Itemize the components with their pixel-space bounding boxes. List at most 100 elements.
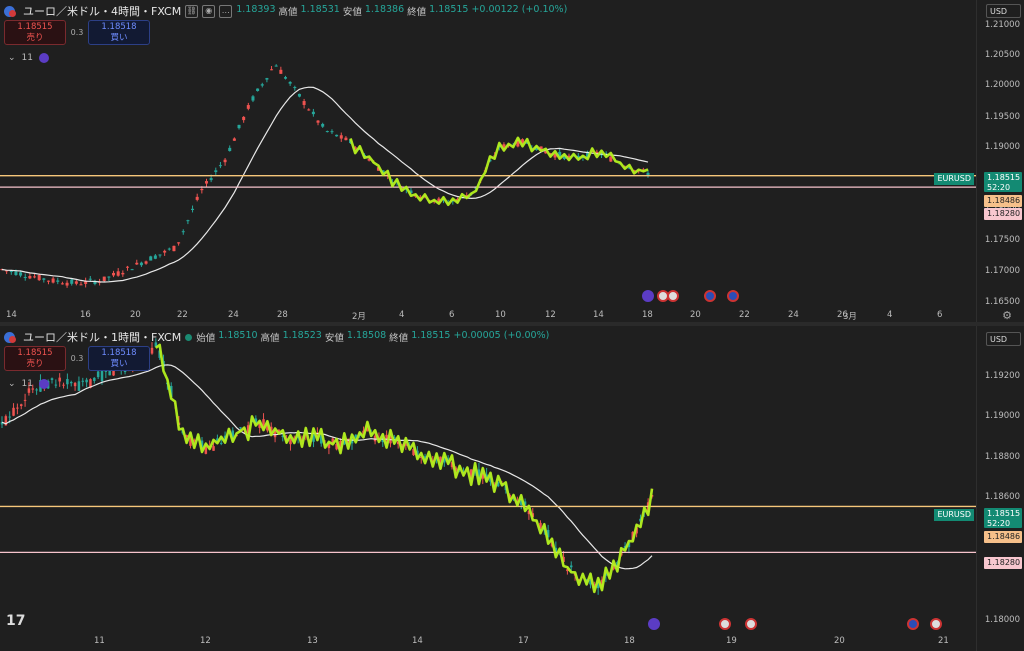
candle-body [273,430,277,438]
candle-body [412,449,415,456]
symbol-title[interactable]: ユーロ／米ドル・1時間・FXCM [23,331,182,344]
candle-body [0,422,4,425]
currency-select[interactable]: USD [986,332,1021,346]
candle-body [335,134,339,137]
level-tag-orange: 1.18486 [984,195,1022,207]
candle-body [354,434,358,441]
bar-countdown: 52:20 [987,183,1011,192]
chevron-down-icon[interactable]: ⌄ [8,379,16,389]
candle-body [65,282,69,286]
indicator-legend[interactable]: ⌄ 11 [8,379,49,389]
currency-select[interactable]: USD [986,4,1021,18]
candle-body [516,500,519,502]
time-tick-label: 19 [726,636,737,646]
price-axis[interactable]: USD [976,0,1024,322]
price-tick-label: 1.18000 [984,615,1020,625]
chart-pane-1h[interactable]: ユーロ／米ドル・1時間・FXCM 始値 1.18510 高値 1.18523 安… [0,326,1024,651]
candle-body [149,256,153,261]
candle-body [33,276,37,278]
candle-body [527,510,531,515]
candle-body [335,443,338,450]
candle-body [46,280,50,282]
more-icon[interactable]: … [219,4,233,18]
bar-countdown: 52:20 [987,519,1011,528]
candle-body [209,178,213,181]
eu-flag-event-icon[interactable] [704,290,716,302]
eye-icon[interactable]: ◉ [202,4,216,18]
pane-divider[interactable] [0,322,1024,326]
candle-body [376,167,380,171]
candle-body [519,499,523,505]
candle-body [586,151,590,158]
candle-body [23,399,27,401]
gear-icon[interactable]: ⚙ [1002,309,1012,322]
price-axis[interactable]: USD [976,326,1024,651]
candle-body [567,155,571,158]
candle-body [373,435,377,442]
candle-body [77,381,81,391]
indicator-count: 11 [21,53,33,63]
candle-body [223,159,227,163]
candle-body [569,565,573,568]
tradingview-logo[interactable]: 17 [6,613,26,629]
time-tick-label: 6 [449,310,455,320]
candle-body [627,167,631,169]
time-tick-label: 4 [887,310,893,320]
indicator-icon[interactable] [39,53,49,63]
chart-plot-4h[interactable] [0,0,977,322]
buy-button[interactable]: 1.18518 買い [88,346,150,371]
chart-pane-4h[interactable]: ユーロ／米ドル・4時間・FXCM ⛓ ◉ … 1.18393 高値 1.1853… [0,0,1024,322]
high-value: 1.18523 [282,330,322,341]
eu-flag-event-icon[interactable] [907,618,919,630]
buy-label: 買い [110,359,128,369]
candle-body [339,441,342,451]
level-tag-pink: 1.18280 [984,208,1022,220]
lightning-event-icon[interactable] [648,618,660,630]
price-tick-label: 1.21000 [984,20,1020,30]
candle-body [311,111,315,115]
link-icon[interactable]: ⛓ [185,4,199,18]
candle-body [228,147,232,152]
candle-body [51,278,55,283]
lightning-event-icon[interactable] [642,290,654,302]
candle-body [270,69,274,71]
us-flag-event-icon-2[interactable] [667,290,679,302]
chart-plot-1h[interactable] [0,326,977,651]
candle-body [423,456,427,459]
chevron-down-icon[interactable]: ⌄ [8,53,16,63]
candle-body [158,350,161,358]
buy-button[interactable]: 1.18518 買い [88,20,150,45]
candle-body [596,582,600,589]
us-flag-event-icon-3[interactable] [930,618,942,630]
indicator-legend[interactable]: ⌄ 11 [8,53,49,63]
indicator-icon[interactable] [39,379,49,389]
candle-body [451,200,455,202]
candle-body [258,421,261,428]
price-tick-label: 1.17500 [984,235,1020,245]
candle-body [19,272,23,276]
candle-body [544,151,548,154]
candle-body [367,158,371,161]
symbol-title[interactable]: ユーロ／米ドル・4時間・FXCM [23,5,182,18]
us-flag-event-icon-2[interactable] [745,618,757,630]
spread-value: 0.3 [70,354,84,363]
sell-button[interactable]: 1.18515 売り [4,346,66,371]
time-tick-label: 12 [545,310,556,320]
eu-flag-event-icon-2[interactable] [727,290,739,302]
candle-body [325,131,329,133]
time-tick-label: 24 [788,310,799,320]
candle-body [344,137,348,141]
indicator-count: 11 [21,379,33,389]
candle-body [93,280,97,285]
candle-body [66,378,69,385]
candle-body [496,482,500,487]
us-flag-event-icon[interactable] [719,618,731,630]
time-tick-label: 6 [937,310,943,320]
price-tick-label: 1.19000 [984,411,1020,421]
trade-buttons: 1.18515 売り 0.3 1.18518 買い [4,20,150,45]
sell-button[interactable]: 1.18515 売り [4,20,66,45]
open-value: 1.18393 [236,4,276,15]
high-label: 高値 [278,7,298,18]
candle-body [144,261,148,264]
candle-body [321,123,325,127]
